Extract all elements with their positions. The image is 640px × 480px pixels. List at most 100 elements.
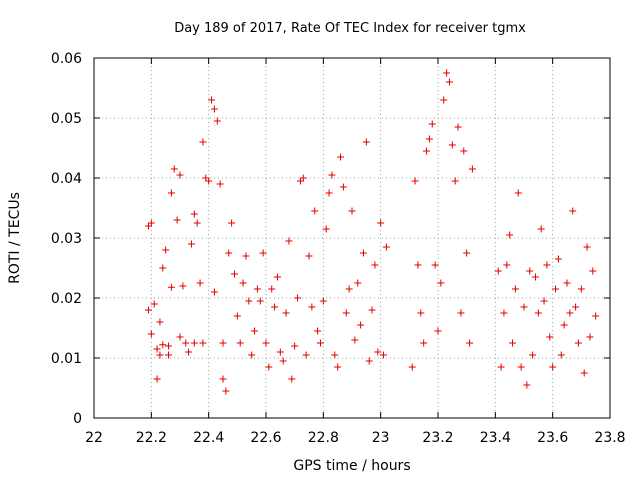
- data-point: [540, 297, 548, 305]
- data-point: [586, 333, 594, 341]
- data-point: [271, 303, 279, 311]
- data-point: [511, 285, 519, 293]
- y-axis-label: ROTI / TECUs: [7, 192, 23, 284]
- data-point: [199, 339, 207, 347]
- data-point: [144, 306, 152, 314]
- data-point: [374, 348, 382, 356]
- data-point: [190, 339, 198, 347]
- x-tick-label: 23.2: [422, 430, 453, 446]
- data-point: [517, 363, 525, 371]
- data-point: [219, 375, 227, 383]
- y-tick-label: 0.03: [51, 231, 82, 247]
- data-point: [311, 207, 319, 215]
- x-tick-label: 22.8: [308, 430, 339, 446]
- data-point: [308, 303, 316, 311]
- data-point: [408, 363, 416, 371]
- data-point: [506, 231, 514, 239]
- y-tick-label: 0.04: [51, 171, 82, 187]
- data-point: [534, 309, 542, 317]
- data-point: [440, 96, 448, 104]
- data-point: [380, 351, 388, 359]
- data-point: [431, 261, 439, 269]
- data-point: [342, 309, 350, 317]
- data-point: [156, 351, 164, 359]
- data-point: [273, 273, 281, 281]
- data-point: [337, 153, 345, 161]
- data-point: [251, 327, 259, 335]
- data-point: [420, 339, 428, 347]
- data-point: [208, 96, 216, 104]
- data-point: [248, 351, 256, 359]
- data-point: [167, 283, 175, 291]
- data-point: [569, 207, 577, 215]
- data-point: [245, 297, 253, 305]
- data-point: [457, 309, 465, 317]
- data-point: [165, 351, 173, 359]
- x-tick-label: 23.4: [480, 430, 511, 446]
- data-point: [167, 189, 175, 197]
- data-point: [144, 222, 152, 230]
- data-point: [222, 387, 230, 395]
- data-point: [279, 357, 287, 365]
- data-point: [176, 333, 184, 341]
- data-point: [210, 105, 218, 113]
- data-point: [546, 333, 554, 341]
- data-point: [147, 219, 155, 227]
- y-tick-label: 0.02: [51, 291, 82, 307]
- data-point: [299, 174, 307, 182]
- data-point: [288, 375, 296, 383]
- data-point: [460, 147, 468, 155]
- data-point: [305, 252, 313, 260]
- data-point: [554, 255, 562, 263]
- data-point: [577, 285, 585, 293]
- data-point: [228, 219, 236, 227]
- data-point: [302, 351, 310, 359]
- data-point: [236, 339, 244, 347]
- data-point: [256, 297, 264, 305]
- data-point: [466, 339, 474, 347]
- data-point: [165, 342, 173, 350]
- data-point: [414, 261, 422, 269]
- plot-frame: [93, 57, 611, 419]
- data-point: [362, 138, 370, 146]
- data-point: [176, 171, 184, 179]
- data-point: [368, 306, 376, 314]
- data-point: [322, 225, 330, 233]
- data-point: [328, 171, 336, 179]
- data-point: [365, 357, 373, 365]
- data-point: [382, 243, 390, 251]
- data-point: [359, 249, 367, 257]
- data-point: [454, 123, 462, 131]
- data-point: [566, 309, 574, 317]
- data-point: [497, 363, 505, 371]
- data-point: [583, 243, 591, 251]
- data-point: [210, 288, 218, 296]
- data-point: [531, 273, 539, 281]
- x-tick-label: 22.6: [250, 430, 281, 446]
- data-point: [503, 261, 511, 269]
- data-point: [233, 312, 241, 320]
- data-point: [529, 351, 537, 359]
- data-point: [509, 339, 517, 347]
- data-point: [345, 285, 353, 293]
- x-tick-label: 22: [85, 430, 103, 446]
- data-point: [428, 120, 436, 128]
- data-point: [443, 69, 451, 77]
- data-point: [423, 147, 431, 155]
- data-point: [537, 225, 545, 233]
- data-point: [239, 279, 247, 287]
- data-point: [557, 351, 565, 359]
- data-point: [563, 279, 571, 287]
- x-tick-label: 22.2: [136, 430, 167, 446]
- y-tick-label: 0.06: [51, 51, 82, 67]
- data-point: [150, 300, 158, 308]
- data-point: [494, 267, 502, 275]
- data-point: [500, 309, 508, 317]
- data-point: [282, 309, 290, 317]
- data-point: [520, 303, 528, 311]
- data-point: [179, 282, 187, 290]
- x-tick-label: 23.8: [594, 430, 625, 446]
- data-point: [170, 165, 178, 173]
- data-point: [411, 177, 419, 185]
